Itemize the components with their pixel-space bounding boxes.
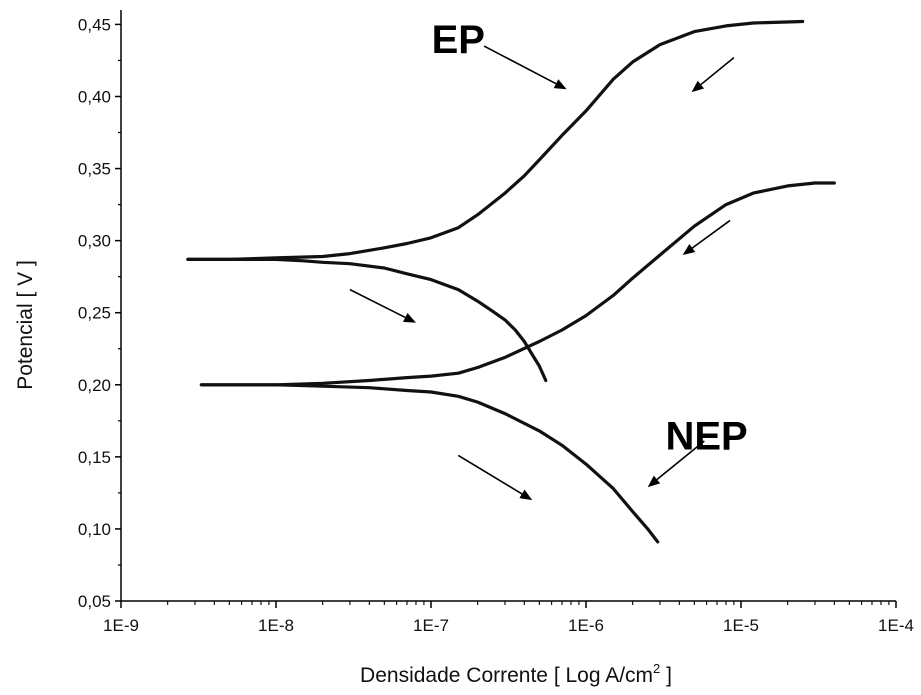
x-tick-label: 1E-8: [258, 616, 294, 635]
direction-arrow-head: [691, 80, 705, 93]
y-axis-title: Potencial [ V ]: [14, 260, 37, 390]
direction-arrow-shaft: [457, 454, 523, 495]
series-line: [186, 19, 805, 261]
series-line: [186, 257, 548, 383]
y-tick-label: 0,25: [78, 304, 111, 323]
y-tick-label: 0,20: [78, 376, 111, 395]
curve-label-ep: EP: [432, 18, 485, 62]
direction-arrow-shaft: [349, 288, 406, 319]
x-axis-title-superscript: 2: [653, 661, 660, 676]
annotations-group: EP NEP: [432, 18, 748, 458]
series-line: [199, 181, 836, 387]
y-ticks: 0,05 0,10 0,15 0,20 0,25 0,30 0,35 0,40 0,45: [78, 15, 121, 611]
direction-arrow-head: [553, 79, 567, 90]
curve-label-nep: NEP: [665, 415, 747, 459]
x-tick-label: 1E-4: [878, 616, 914, 635]
direction-arrow-shaft: [656, 440, 705, 481]
direction-arrow-head: [403, 312, 416, 323]
y-tick-label: 0,35: [78, 160, 111, 179]
y-tick-label: 0,45: [78, 15, 111, 34]
series-group: [186, 19, 836, 544]
y-tick-label: 0,10: [78, 520, 111, 539]
direction-arrow-shaft: [691, 219, 731, 249]
arrows-group: [349, 45, 735, 501]
x-tick-label: 1E-5: [723, 616, 759, 635]
y-tick-label: 0,40: [78, 87, 111, 106]
x-axis-title-end: ]: [660, 664, 672, 687]
y-tick-label: 0,30: [78, 232, 111, 251]
y-tick-label: 0,15: [78, 448, 111, 467]
x-axis-title: Densidade Corrente [ Log A/cm2 ]: [360, 661, 672, 687]
direction-arrow-head: [519, 489, 533, 501]
x-axis-title-main: Densidade Corrente [ Log A/cm: [360, 664, 653, 687]
x-tick-label: 1E-6: [568, 616, 604, 635]
x-ticks: 1E-9 1E-8 1E-7 1E-6 1E-5 1E-4: [103, 601, 914, 635]
direction-arrow-head: [682, 243, 696, 256]
direction-arrow-shaft: [483, 45, 557, 85]
direction-arrow-head: [647, 475, 661, 488]
y-tick-label: 0,05: [78, 592, 111, 611]
series-line: [199, 383, 660, 544]
x-tick-label: 1E-9: [103, 616, 139, 635]
direction-arrow-shaft: [700, 56, 735, 86]
x-tick-label: 1E-7: [413, 616, 449, 635]
axes: [120, 10, 896, 602]
